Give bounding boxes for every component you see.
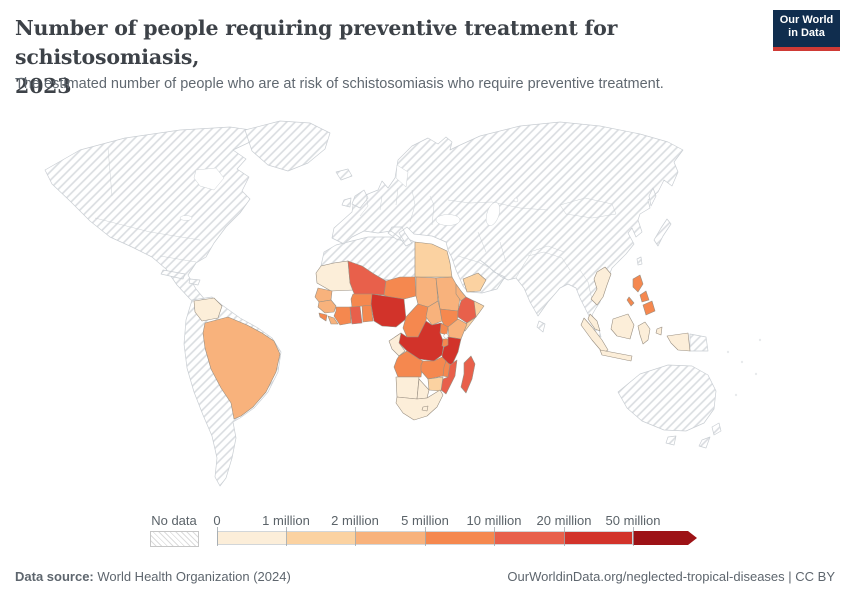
region-cuba-no-data[interactable] [160, 269, 186, 280]
data-source: Data source: World Health Organization (… [15, 569, 291, 584]
no-data-label: No data [151, 513, 197, 528]
country-chad[interactable] [415, 276, 439, 308]
region-north-america-no-data[interactable] [44, 126, 259, 310]
region-sakhalin-no-data[interactable] [648, 187, 657, 207]
region-iceland-no-data[interactable] [335, 168, 353, 181]
country-philippines-visayas[interactable] [639, 290, 650, 303]
country-namibia[interactable] [395, 376, 420, 400]
legend-bin-10-20m[interactable] [495, 532, 565, 544]
country-liberia[interactable] [327, 315, 339, 325]
country-venezuela[interactable] [193, 297, 223, 322]
country-gabon-congo[interactable] [388, 332, 406, 357]
map-legend: No data 0 1 million 2 million 5 million … [0, 512, 850, 556]
country-indonesia-java[interactable] [599, 349, 633, 362]
legend-bin-0-1m[interactable] [218, 532, 287, 544]
no-data-swatch[interactable] [150, 531, 199, 547]
data-source-value: World Health Organization (2024) [93, 569, 291, 584]
region-new-zealand-north-no-data[interactable] [711, 422, 722, 436]
country-ghana[interactable] [349, 305, 363, 325]
region-taiwan-no-data[interactable] [636, 256, 643, 266]
country-guinea[interactable] [317, 299, 337, 314]
country-philippines-palawan[interactable] [626, 296, 635, 307]
attribution: OurWorldinData.org/neglected-tropical-di… [507, 569, 835, 584]
black-sea [435, 214, 461, 226]
owid-logo[interactable]: Our World in Data [773, 10, 840, 51]
legend-bin-1-2m[interactable] [287, 532, 356, 544]
country-nigeria[interactable] [370, 293, 407, 328]
baltic-sea [395, 164, 409, 188]
country-burkina-faso[interactable] [350, 293, 375, 308]
country-angola[interactable] [393, 350, 424, 378]
legend-bin-50m-plus[interactable] [633, 531, 697, 545]
country-senegal[interactable] [314, 287, 333, 303]
legend-bin-20-50m[interactable] [565, 532, 632, 544]
legend-bin-2-5m[interactable] [356, 532, 426, 544]
legend-tick-20m: 20 million [536, 513, 592, 528]
great-lakes [179, 215, 193, 221]
region-australia-no-data[interactable] [617, 364, 717, 432]
country-malaysia[interactable] [587, 313, 601, 332]
region-hispaniola-no-data[interactable] [188, 278, 201, 286]
country-malawi[interactable] [442, 360, 451, 378]
country-sudan[interactable] [435, 276, 462, 312]
country-kenya[interactable] [447, 318, 468, 340]
legend-tick-10m: 10 million [466, 513, 522, 528]
country-mozambique[interactable] [439, 359, 458, 395]
country-indonesia-borneo[interactable] [610, 313, 635, 340]
page-title: Number of people requiring preventive tr… [15, 14, 765, 101]
country-indonesia-sulawesi[interactable] [637, 321, 651, 345]
country-indonesia-moluccas[interactable] [655, 326, 663, 336]
region-new-zealand-south-no-data[interactable] [698, 436, 711, 449]
region-east-new-guinea-no-data[interactable] [689, 333, 709, 352]
region-british-isles-no-data[interactable] [351, 189, 369, 209]
license-link[interactable]: CC BY [795, 569, 835, 584]
world-map [44, 120, 762, 487]
data-source-label: Data source: [15, 569, 94, 584]
country-botswana[interactable] [416, 378, 430, 400]
country-philippines-luzon[interactable] [632, 274, 644, 293]
logo-line-2: in Data [788, 27, 825, 39]
title-line-2: 2023 [15, 74, 72, 98]
country-lesotho[interactable] [421, 405, 429, 412]
chart-subtitle: The estimated number of people who are a… [15, 76, 664, 92]
region-tasmania-no-data[interactable] [665, 435, 677, 446]
region-japan-no-data[interactable] [653, 218, 672, 247]
country-philippines-mindanao[interactable] [642, 300, 656, 316]
region-ireland-no-data[interactable] [341, 197, 352, 208]
country-indonesia-west-new-guinea[interactable] [666, 332, 691, 352]
country-brazil[interactable] [202, 316, 281, 420]
country-niger[interactable] [383, 276, 417, 300]
hudson-bay [193, 167, 225, 191]
logo-line-1: Our World [779, 14, 834, 26]
lake-victoria [443, 333, 449, 339]
aral-sea [513, 197, 519, 203]
owid-link[interactable]: OurWorldinData.org/neglected-tropical-di… [507, 569, 785, 584]
region-greenland-no-data[interactable] [244, 120, 331, 172]
attribution-separator: | [784, 569, 796, 584]
legend-tick-50m: 50 million [605, 513, 661, 528]
country-laos-cambodia-vietnam[interactable] [590, 266, 612, 306]
legend-tick-2m: 2 million [331, 513, 379, 528]
legend-tick-0: 0 [213, 513, 221, 528]
caspian-sea [485, 202, 501, 226]
country-madagascar[interactable] [460, 355, 476, 394]
country-south-africa[interactable] [395, 389, 444, 421]
title-line-1: Number of people requiring preventive tr… [15, 16, 618, 69]
legend-tick-1m: 1 million [262, 513, 310, 528]
country-egypt[interactable] [414, 241, 453, 278]
legend-bin-5-10m[interactable] [426, 532, 495, 544]
country-yemen[interactable] [462, 272, 487, 293]
country-zimbabwe[interactable] [427, 376, 444, 392]
legend-tick-5m: 5 million [401, 513, 449, 528]
country-sierra-leone[interactable] [318, 312, 328, 322]
region-sri-lanka-no-data[interactable] [536, 320, 546, 333]
